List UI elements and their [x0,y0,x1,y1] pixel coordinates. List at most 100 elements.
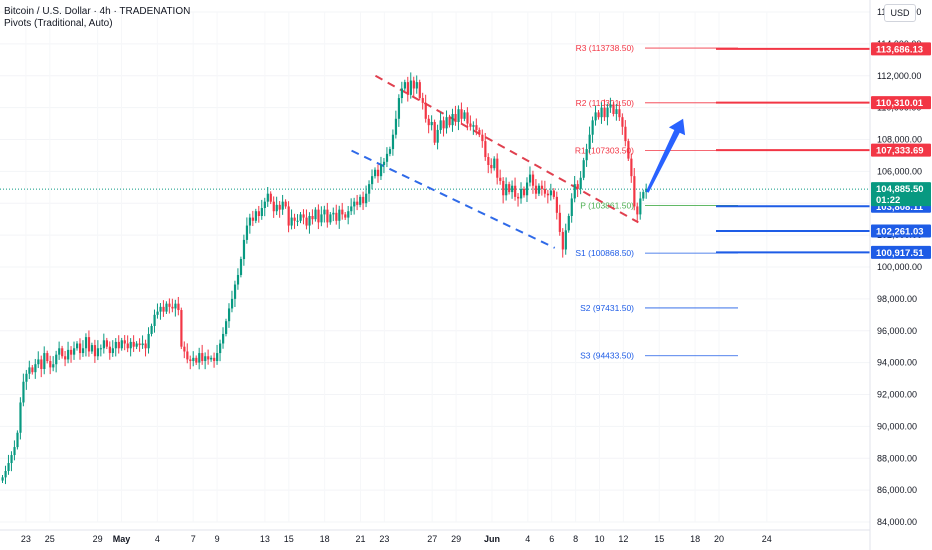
candle-body [344,214,347,218]
time-tick-label: 10 [594,534,604,544]
candle-body [192,357,195,362]
candle-body [272,201,275,212]
candle-body [418,82,421,99]
candle-body [624,126,627,142]
price-tick-label: 100,000.00 [877,262,922,272]
candle-body [165,303,168,312]
candle-body [216,353,219,362]
price-tag-bg [871,245,931,259]
price-tag-text: 100,917.51 [876,248,924,259]
time-tick-label: 18 [690,534,700,544]
price-tag-text: 103,808.11 [876,202,924,213]
candle-body [359,196,362,205]
trendlines[interactable] [351,74,639,249]
candle-body [239,259,243,275]
candle-body [233,284,237,299]
candle-body [70,349,73,355]
candle-body [102,340,106,349]
candle-body [487,157,490,165]
candle-body [478,129,481,135]
candle-body [302,214,305,218]
candle-body [517,196,520,199]
candle-body [642,192,645,199]
candle-body [314,209,317,220]
time-tick-label: 18 [320,534,330,544]
candle-body [99,348,103,350]
candle-body [615,109,618,114]
candle-body [55,354,58,365]
candle-body [13,447,16,456]
candle-body [323,209,326,215]
candle-body [159,306,162,312]
support-resistance-levels [716,47,870,254]
candle-body [162,306,165,312]
candle-body [508,184,511,193]
candle-body [254,211,257,221]
candle-body [73,348,76,355]
candle-body [296,220,299,222]
indicator-label[interactable]: Pivots (Traditional, Auto) [4,18,113,29]
price-tick-label: 112,000.00 [877,71,921,81]
candle-body [400,88,404,99]
candle-body [269,193,272,202]
candle-body [81,348,85,354]
candle-body [177,303,180,311]
projection-arrow[interactable] [646,118,686,193]
candle-body [58,348,61,355]
price-tick-label: 96,000.00 [877,326,917,336]
candle-body [251,217,255,221]
candle-body [132,341,135,347]
candle-body [433,121,436,143]
candle-body [505,184,508,196]
symbol-title[interactable]: Bitcoin / U.S. Dollar · 4h · TRADENATION [4,6,191,17]
candle-body [147,333,150,349]
currency-button[interactable]: USD [884,4,916,22]
candle-body [436,129,439,143]
time-tick-label: 6 [549,534,554,544]
candle-body [263,201,266,209]
price-tag-bg [871,96,931,110]
candle-body [236,274,240,285]
time-tick-label: 24 [762,534,772,544]
time-tick-label: 29 [451,534,461,544]
candle-body [591,120,594,135]
candle-body [168,303,171,307]
candle-body [582,160,585,178]
time-tick-label: 4 [155,534,160,544]
candle-body [439,120,442,130]
candle-body [403,82,406,89]
level-price-tag: 107,333.69 [871,143,931,157]
candle-body [61,348,64,357]
candle-body [308,216,311,226]
candle-body [558,212,561,232]
level-price-tag: 100,917.51 [871,245,931,259]
candle-body [290,217,293,226]
price-axis[interactable]: 116,000.00114,000.00112,000.00110,000.00… [869,0,922,550]
candle-body [281,201,284,210]
candle-body [150,325,153,334]
candle-body [612,104,615,114]
price-tick-label: 108,000.00 [877,135,922,145]
candle-body [138,343,141,346]
candle-body [49,361,52,368]
candle-body [111,348,114,354]
candle-body [540,185,544,189]
time-axis[interactable]: 23 25 29 May 4 7 9 13 15 18 21 23 27 29 Jun 4 6 8 10 12 15 18… [0,529,870,544]
candle-body [371,176,374,185]
candle-body [245,225,249,240]
candle-body [445,117,448,129]
candle-body [394,118,398,135]
candle-body [588,134,591,150]
level-price-tag: 113,686.13 [871,42,931,56]
pivot-label: R3 (113738.50) [576,43,635,53]
candle-body [186,351,189,360]
price-tick-label: 92,000.00 [877,390,917,400]
candle-body [496,158,499,178]
level-price-tag: 110,310.01 [871,96,931,110]
pivot-label: S2 (97431.50) [580,303,634,313]
time-tick-label: 25 [45,534,55,544]
candle-body [636,206,639,215]
candle-body [284,201,287,207]
